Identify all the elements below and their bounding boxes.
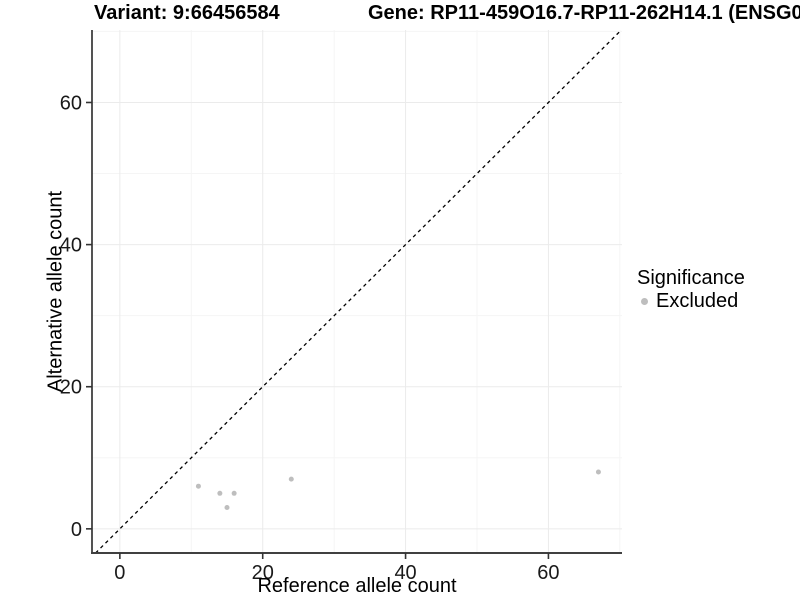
gene-title: Gene: RP11-459O16.7-RP11-262H14.1 (ENSG0 <box>368 2 800 24</box>
data-point-excluded <box>595 469 601 475</box>
x-tick-label: 60 <box>537 562 559 584</box>
legend-entry-label: Excluded <box>656 290 739 312</box>
data-point-excluded <box>288 476 294 482</box>
legend-point-icon <box>641 297 648 305</box>
data-point-excluded <box>231 490 237 496</box>
legend-entry-excluded: Excluded <box>641 290 745 312</box>
variant-title: Variant: 9:66456584 <box>94 2 280 24</box>
x-tick-label: 20 <box>252 562 274 584</box>
data-point-excluded <box>195 483 201 489</box>
y-tick-label: 20 <box>60 377 82 399</box>
y-axis-title: Alternative allele count <box>44 190 67 393</box>
y-tick-label: 40 <box>60 235 82 257</box>
data-point-excluded <box>217 490 223 496</box>
identity-line <box>95 29 622 554</box>
legend-title: Significance <box>637 267 745 289</box>
data-point-excluded <box>224 505 230 511</box>
x-tick-label: 40 <box>394 562 416 584</box>
x-axis-title: Reference allele count <box>257 575 457 597</box>
y-tick-label: 60 <box>60 92 82 114</box>
legend: Significance Excluded <box>637 267 745 312</box>
x-tick-label: 0 <box>114 562 125 584</box>
y-tick-label: 0 <box>71 519 82 541</box>
